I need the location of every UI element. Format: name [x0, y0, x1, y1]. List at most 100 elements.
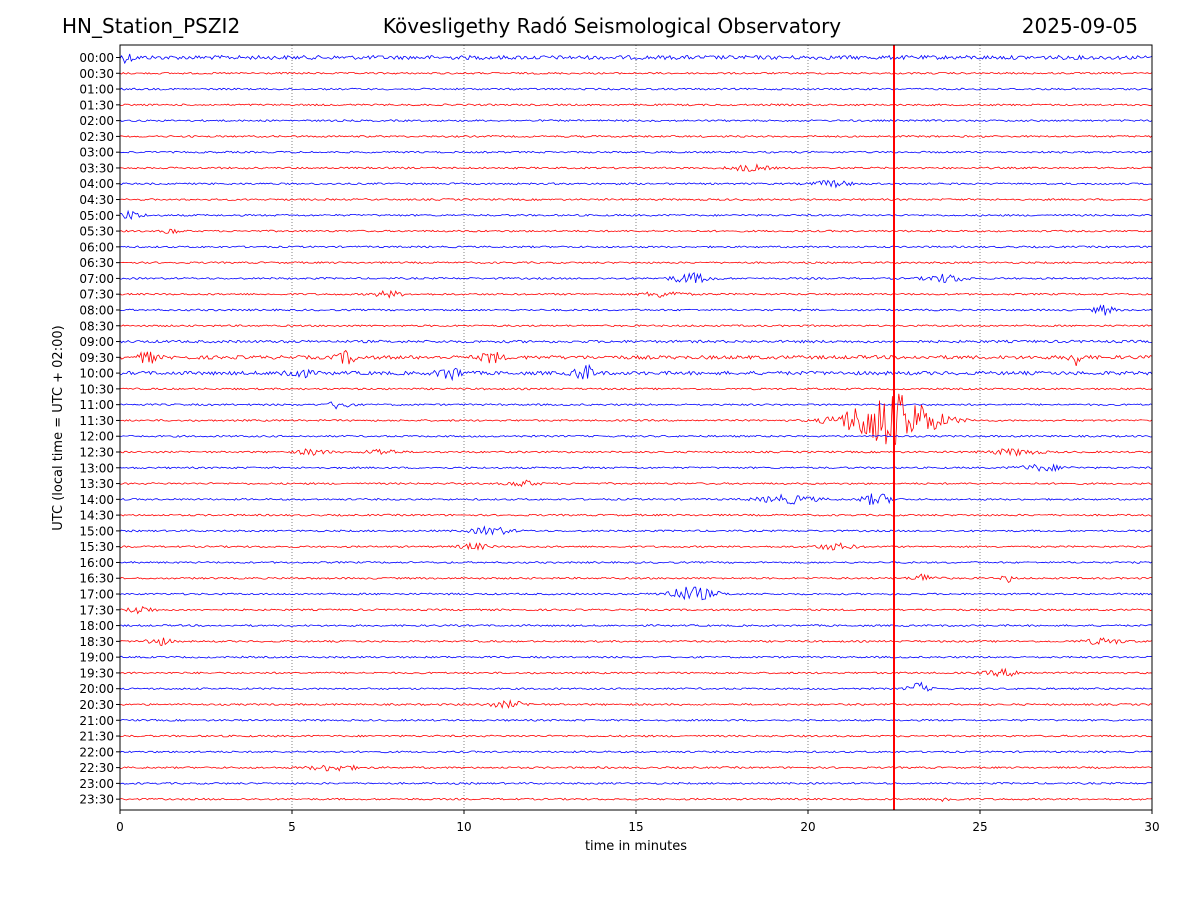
y-tick-label-1100: 11:00: [79, 398, 114, 412]
y-tick-label-1630: 16:30: [79, 572, 114, 586]
x-tick-label-15: 15: [628, 820, 643, 834]
trace-0000: [119, 53, 1153, 65]
trace-0730: [119, 289, 1153, 299]
y-tick-label-1600: 16:00: [79, 556, 114, 570]
y-tick-label-0930: 09:30: [79, 351, 114, 365]
y-tick-label-1500: 15:00: [79, 524, 114, 538]
trace-1300: [119, 463, 1153, 473]
y-tick-label-0200: 02:00: [79, 114, 114, 128]
trace-2230: [119, 764, 1153, 772]
y-tick-label-2000: 20:00: [79, 682, 114, 696]
trace-1500: [119, 525, 1153, 536]
x-tick-label-20: 20: [800, 820, 815, 834]
trace-1400: [119, 493, 1153, 505]
trace-1800: [120, 624, 1153, 628]
y-tick-label-1530: 15:30: [79, 540, 114, 554]
y-axis-title: UTC (local time = UTC + 02:00): [51, 325, 66, 530]
trace-1100: [119, 401, 1153, 410]
trace-2200: [119, 750, 1153, 754]
x-tick-label-10: 10: [456, 820, 471, 834]
trace-1000: [119, 363, 1153, 382]
y-tick-label-1000: 10:00: [79, 367, 114, 381]
y-tick-label-2100: 21:00: [79, 714, 114, 728]
trace-0800: [119, 304, 1153, 316]
y-tick-label-1730: 17:30: [79, 603, 114, 617]
y-tick-label-1400: 14:00: [79, 493, 114, 507]
y-tick-label-0500: 05:00: [79, 209, 114, 223]
y-tick-label-1200: 12:00: [79, 430, 114, 444]
trace-1630: [119, 573, 1152, 584]
y-tick-label-0030: 00:30: [79, 67, 114, 81]
y-tick-label-2200: 22:00: [79, 745, 114, 759]
y-tick-label-1700: 17:00: [79, 588, 114, 602]
trace-0430: [119, 198, 1153, 201]
y-tick-label-0830: 08:30: [79, 319, 114, 333]
y-tick-label-0100: 01:00: [79, 83, 114, 97]
y-tick-label-1830: 18:30: [79, 635, 114, 649]
trace-2100: [119, 718, 1153, 722]
trace-2330: [119, 797, 1153, 803]
trace-1830: [119, 637, 1153, 646]
trace-1900: [119, 655, 1153, 659]
trace-0630: [119, 261, 1153, 265]
trace-1730: [119, 606, 1153, 615]
trace-0700: [119, 272, 1153, 284]
y-tick-label-1130: 11:30: [79, 414, 114, 428]
trace-0830: [119, 324, 1153, 328]
trace-1930: [119, 667, 1153, 678]
y-tick-label-1230: 12:30: [79, 446, 114, 460]
trace-0230: [119, 134, 1153, 138]
trace-1130: [119, 393, 1153, 445]
trace-1700: [119, 586, 1153, 601]
y-tick-label-0800: 08:00: [79, 303, 114, 317]
y-tick-label-0630: 06:30: [79, 256, 114, 270]
y-tick-label-0730: 07:30: [79, 288, 114, 302]
trace-0400: [119, 179, 1153, 189]
trace-1430: [119, 513, 1153, 517]
y-tick-label-1900: 19:00: [79, 651, 114, 665]
y-tick-label-0130: 01:30: [79, 98, 114, 112]
chart-date: 2025-09-05: [1021, 14, 1138, 38]
y-tick-label-2330: 23:30: [79, 793, 114, 807]
y-tick-label-1030: 10:30: [79, 382, 114, 396]
seismic-traces: [119, 53, 1153, 803]
x-axis-title: time in minutes: [585, 839, 687, 854]
y-tick-label-2230: 22:30: [79, 761, 114, 775]
trace-0600: [119, 245, 1153, 249]
trace-0200: [119, 119, 1153, 123]
trace-2030: [120, 699, 1153, 710]
y-tick-label-2030: 20:30: [79, 698, 114, 712]
y-tick-label-0300: 03:00: [79, 146, 114, 160]
y-tick-label-1800: 18:00: [79, 619, 114, 633]
trace-2130: [119, 734, 1152, 738]
x-tick-label-5: 5: [288, 820, 296, 834]
trace-1200: [119, 434, 1153, 438]
trace-0130: [119, 103, 1153, 107]
y-tick-label-0000: 00:00: [79, 51, 114, 65]
chart-title: Kövesligethy Radó Seismological Observat…: [382, 14, 842, 38]
trace-0300: [119, 150, 1153, 154]
trace-1230: [119, 447, 1153, 457]
trace-1600: [119, 561, 1153, 564]
trace-0330: [120, 163, 1153, 172]
y-tick-label-0230: 02:30: [79, 130, 114, 144]
trace-2300: [119, 781, 1153, 785]
trace-0530: [120, 228, 1153, 235]
y-tick-label-1300: 13:00: [79, 461, 114, 475]
x-tick-label-30: 30: [1144, 820, 1159, 834]
y-tick-label-0700: 07:00: [79, 272, 114, 286]
trace-2000: [119, 681, 1153, 692]
y-tick-label-2130: 21:30: [79, 730, 114, 744]
trace-0100: [119, 87, 1153, 91]
y-tick-label-1930: 19:30: [79, 666, 114, 680]
y-tick-label-0330: 03:30: [79, 161, 114, 175]
trace-1030: [119, 387, 1153, 391]
y-tick-label-0400: 04:00: [79, 177, 114, 191]
x-tick-label-25: 25: [972, 820, 987, 834]
y-tick-label-0900: 09:00: [79, 335, 114, 349]
trace-0900: [119, 339, 1153, 344]
y-tick-label-0600: 06:00: [79, 240, 114, 254]
trace-0930: [119, 349, 1153, 367]
